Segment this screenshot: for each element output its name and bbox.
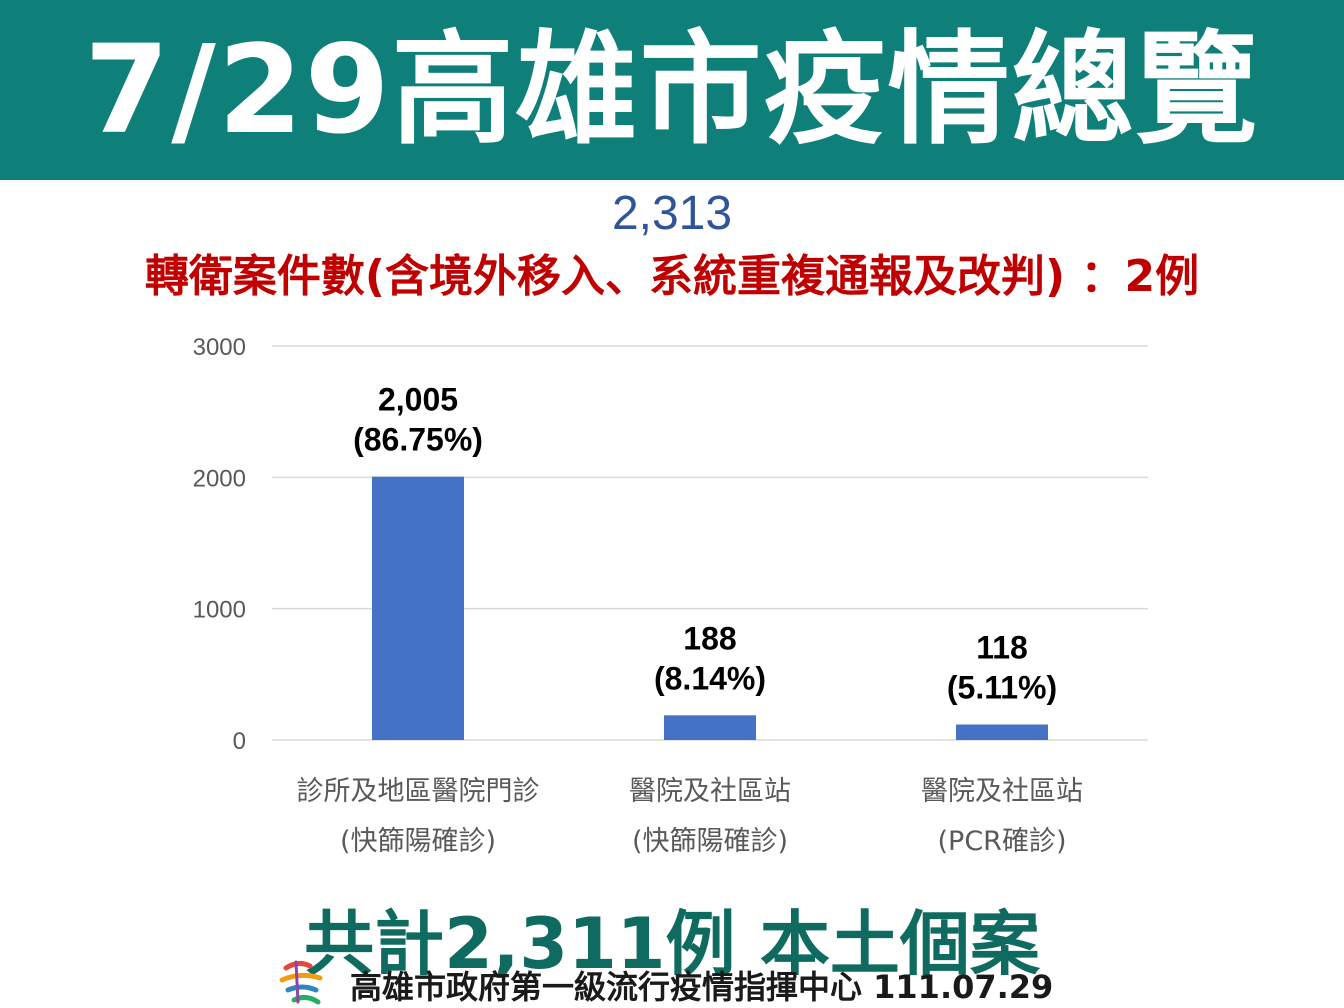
footer-source: 高雄市政府第一級流行疫情指揮中心 111.07.29 [350, 968, 1054, 1006]
bar [664, 715, 756, 740]
category-sublabel: (快篩陽確診) [340, 826, 496, 857]
bar-chart: 0 1000 2000 3000 2,005 (86.75%) 188 (8.14%) 118… [193, 334, 1148, 857]
y-tick-label: 2000 [193, 465, 246, 492]
x-axis-categories: 診所及地區醫院門診 (快篩陽確診) 醫院及社區站 (快篩陽確診) 醫院及社區站 (PCR確… [297, 776, 1084, 857]
title-banner [0, 0, 1344, 180]
data-labels: 2,005 (86.75%) 188 (8.14%) 118 (5.11%) [353, 382, 1057, 706]
data-label-percent: (86.75%) [353, 422, 483, 458]
y-tick-label: 1000 [193, 597, 246, 624]
data-label-value: 188 [683, 620, 736, 656]
footer-row: 高雄市政府第一級流行疫情指揮中心 111.07.29 [0, 958, 1344, 1006]
category-sublabel: (快篩陽確診) [632, 826, 788, 857]
y-axis-ticks: 0 1000 2000 3000 [193, 334, 246, 755]
data-label-value: 2,005 [378, 382, 458, 418]
data-label-percent: (8.14%) [654, 660, 766, 696]
page-title: 7/29高雄市疫情總覽 [84, 19, 1260, 161]
category-sublabel: (PCR確診) [938, 826, 1067, 857]
total-count: 2,313 [611, 187, 733, 240]
y-tick-label: 3000 [193, 334, 246, 361]
category-label: 醫院及社區站 [921, 776, 1083, 807]
footer-total: 共計2,311例 本土個案 [304, 903, 1040, 985]
data-label-value: 118 [976, 630, 1028, 666]
category-label: 診所及地區醫院門診 [297, 776, 540, 807]
y-tick-label: 0 [233, 728, 246, 755]
bars [372, 476, 1048, 740]
category-label: 醫院及社區站 [629, 776, 791, 807]
data-label-percent: (5.11%) [947, 670, 1057, 706]
kaohsiung-logo-icon [279, 960, 323, 1005]
bar [372, 476, 464, 740]
bar [956, 724, 1048, 740]
transfer-note: 轉衛案件數(含境外移入、系統重複通報及改判) ：2例 [144, 251, 1200, 302]
